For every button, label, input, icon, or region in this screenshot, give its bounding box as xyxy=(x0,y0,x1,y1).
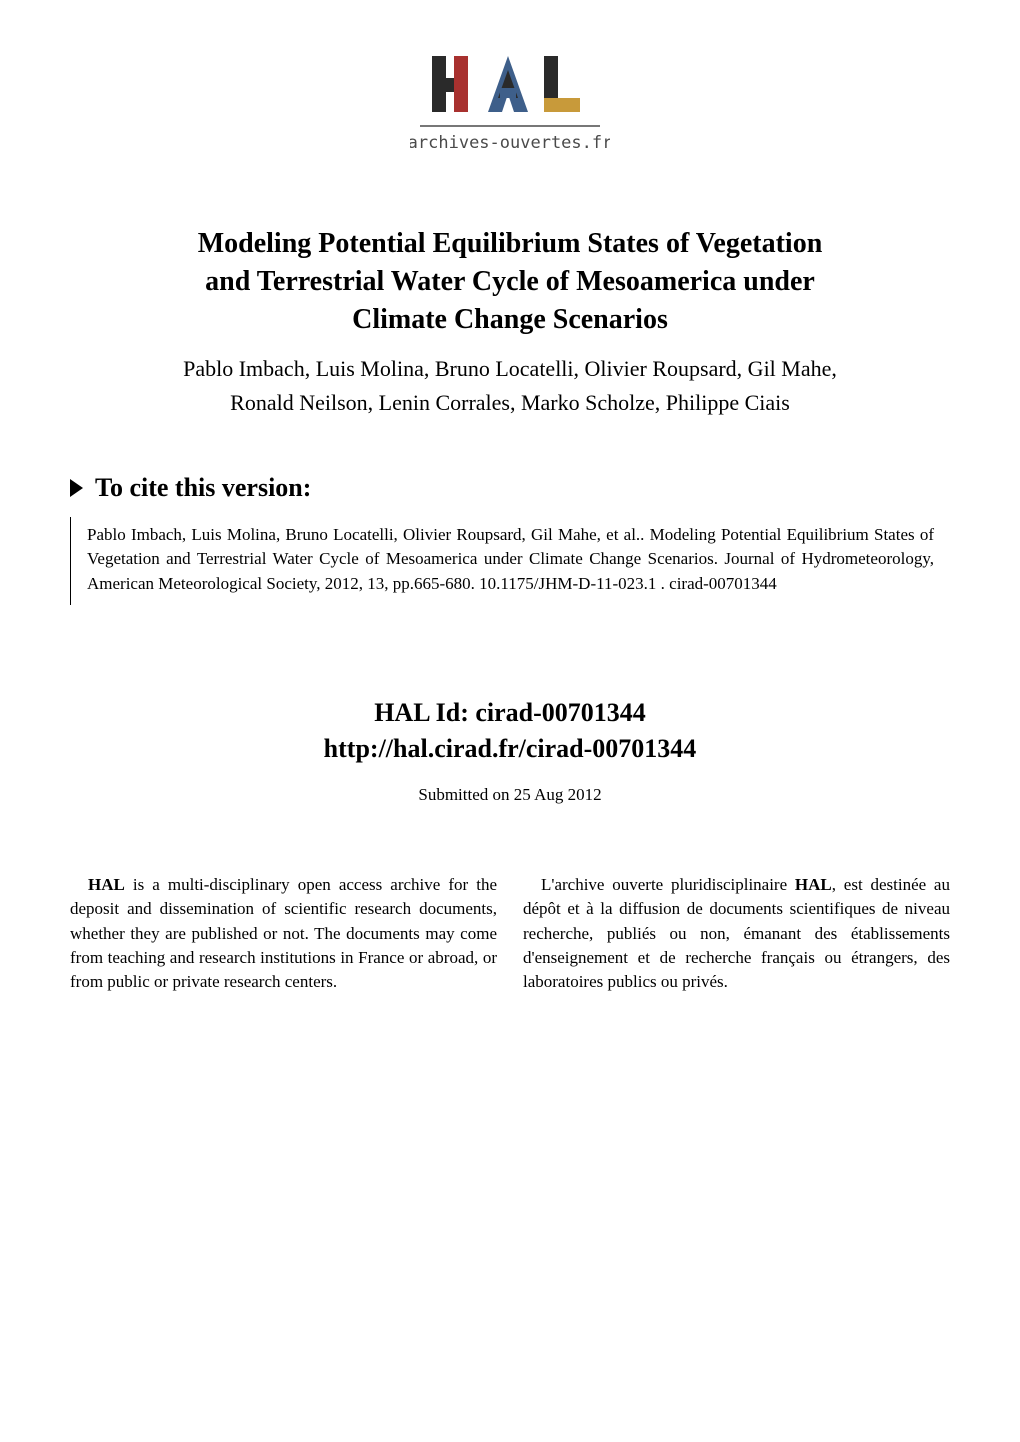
footer-right-pre: L'archive ouverte pluridisciplinaire xyxy=(541,875,795,894)
hal-id-label: HAL Id: cirad-00701344 xyxy=(0,695,1020,731)
citation-box: Pablo Imbach, Luis Molina, Bruno Locatel… xyxy=(70,517,950,605)
hal-logo: archives-ouvertes.fr xyxy=(410,48,610,183)
hal-logo-container: archives-ouvertes.fr xyxy=(0,0,1020,225)
cite-heading: To cite this version: xyxy=(95,473,311,503)
cite-section: To cite this version: Pablo Imbach, Luis… xyxy=(0,421,1020,605)
footer-columns: HAL is a multi-disciplinary open access … xyxy=(0,805,1020,994)
footer-left-column: HAL is a multi-disciplinary open access … xyxy=(70,873,497,994)
hal-logo-svg: archives-ouvertes.fr xyxy=(410,48,610,178)
footer-left-bold: HAL xyxy=(88,875,125,894)
authors-block: Pablo Imbach, Luis Molina, Bruno Locatel… xyxy=(0,338,1020,420)
hal-url[interactable]: http://hal.cirad.fr/cirad-00701344 xyxy=(0,731,1020,767)
authors-line-1: Pablo Imbach, Luis Molina, Bruno Locatel… xyxy=(80,352,940,386)
hal-id-block: HAL Id: cirad-00701344 http://hal.cirad.… xyxy=(0,605,1020,768)
citation-body: Pablo Imbach, Luis Molina, Bruno Locatel… xyxy=(87,525,934,593)
submitted-block: Submitted on 25 Aug 2012 xyxy=(0,767,1020,805)
paper-title: Modeling Potential Equilibrium States of… xyxy=(0,225,1020,338)
logo-subtitle-text: archives-ouvertes.fr xyxy=(410,133,610,153)
footer-left-text: is a multi-disciplinary open access arch… xyxy=(70,875,497,991)
title-line-3: Climate Change Scenarios xyxy=(90,301,930,339)
footer-right-bold: HAL xyxy=(795,875,832,894)
title-line-2: and Terrestrial Water Cycle of Mesoameri… xyxy=(90,263,930,301)
footer-right-column: L'archive ouverte pluridisciplinaire HAL… xyxy=(523,873,950,994)
authors-line-2: Ronald Neilson, Lenin Corrales, Marko Sc… xyxy=(80,386,940,420)
triangle-right-icon xyxy=(70,479,83,497)
title-line-1: Modeling Potential Equilibrium States of… xyxy=(90,225,930,263)
submitted-date: Submitted on 25 Aug 2012 xyxy=(0,785,1020,805)
cite-header: To cite this version: xyxy=(70,473,950,503)
